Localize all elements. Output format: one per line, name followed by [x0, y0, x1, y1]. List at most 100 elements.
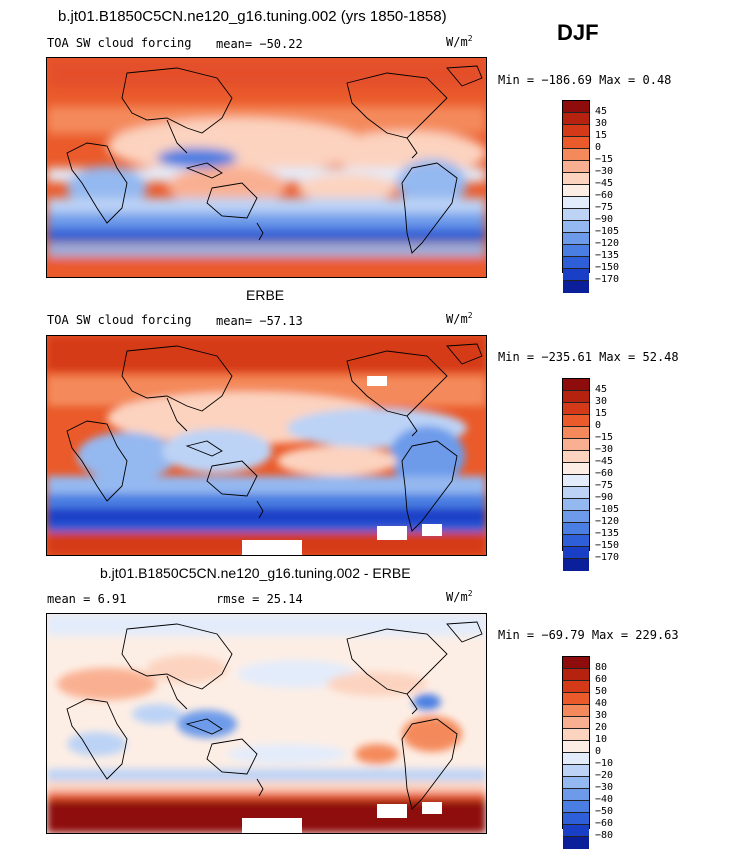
colorbar-swatch [563, 487, 589, 499]
panel-3-mean: mean = 6.91 [47, 592, 127, 606]
panel-2-variable: TOA SW cloud forcing [47, 313, 192, 327]
colorbar-tick: 30 [595, 710, 608, 721]
colorbar-swatch [563, 717, 589, 729]
colorbar-swatch [563, 185, 589, 197]
panel-1-variable: TOA SW cloud forcing [47, 36, 192, 50]
colorbar-swatch [563, 789, 589, 801]
colorbar-tick: 0 [595, 420, 602, 431]
colorbar-swatch [563, 137, 589, 149]
colorbar-tick: 15 [595, 408, 608, 419]
colorbar-tick: 80 [595, 662, 608, 673]
colorbar-swatch [563, 257, 589, 269]
colorbar-swatch [563, 173, 589, 185]
panel-3-units: W/m2 [446, 589, 473, 604]
colorbar-tick: 30 [595, 396, 608, 407]
colorbar-swatch [563, 559, 589, 571]
colorbar-tick: 50 [595, 686, 608, 697]
colorbar-swatch [563, 101, 589, 113]
colorbar-swatch [563, 161, 589, 173]
colorbar-tick: −20 [595, 770, 614, 781]
colorbar-tick: −50 [595, 806, 614, 817]
colorbar-swatch [563, 825, 589, 837]
colorbar-tick: −45 [595, 456, 614, 467]
colorbar-swatch [563, 403, 589, 415]
colorbar-tick: 40 [595, 698, 608, 709]
colorbar-tick: −150 [595, 540, 620, 551]
colorbar-tick: −80 [595, 830, 614, 841]
panel-2-minmax: Min = −235.61 Max = 52.48 [498, 350, 679, 364]
panel-3-rmse: rmse = 25.14 [216, 592, 303, 606]
colorbar-tick: −75 [595, 480, 614, 491]
panel-2-colorbar [562, 378, 590, 571]
colorbar-tick: −90 [595, 492, 614, 503]
colorbar-tick: −90 [595, 214, 614, 225]
colorbar-swatch [563, 451, 589, 463]
colorbar-tick: 0 [595, 746, 602, 757]
colorbar-swatch [563, 753, 589, 765]
colorbar-swatch [563, 765, 589, 777]
colorbar-tick: −135 [595, 250, 620, 261]
colorbar-tick: −15 [595, 154, 614, 165]
panel-1-colorbar [562, 100, 590, 293]
panel-1-contour-field [47, 58, 486, 277]
panel-2-mean: mean= −57.13 [216, 314, 303, 328]
colorbar-swatch [563, 463, 589, 475]
panel-3-title: b.jt01.B1850C5CN.ne120_g16.tuning.002 - … [100, 565, 411, 581]
colorbar-tick: −60 [595, 190, 614, 201]
panel-2-colorbar-labels: 45 30 15 0 −15 −30 −45 −60 −75 −90 −105 … [595, 378, 620, 563]
colorbar-swatch [563, 669, 589, 681]
panel-2-units: W/m2 [446, 311, 473, 326]
colorbar-swatch [563, 657, 589, 669]
colorbar-swatch [563, 415, 589, 427]
panel-1-units: W/m2 [446, 34, 473, 49]
colorbar-swatch [563, 837, 589, 849]
colorbar-swatch [563, 209, 589, 221]
colorbar-tick: −60 [595, 818, 614, 829]
colorbar-swatch [563, 125, 589, 137]
colorbar-tick: −40 [595, 794, 614, 805]
colorbar-swatch [563, 197, 589, 209]
colorbar-tick: 20 [595, 722, 608, 733]
colorbar-swatch [563, 379, 589, 391]
colorbar-tick: −170 [595, 274, 620, 285]
colorbar-tick: −15 [595, 432, 614, 443]
colorbar-swatch [563, 269, 589, 281]
colorbar-swatch [563, 523, 589, 535]
colorbar-swatch [563, 547, 589, 559]
colorbar-swatch [563, 233, 589, 245]
colorbar-swatch [563, 729, 589, 741]
panel-2-title: ERBE [246, 287, 285, 303]
colorbar-tick: −10 [595, 758, 614, 769]
colorbar-swatch [563, 681, 589, 693]
colorbar-swatch [563, 439, 589, 451]
colorbar-tick: 45 [595, 106, 608, 117]
colorbar-tick: −30 [595, 444, 614, 455]
panel-2-contour-field [47, 336, 486, 555]
panel-1-title: b.jt01.B1850C5CN.ne120_g16.tuning.002 (y… [58, 8, 447, 25]
colorbar-swatch [563, 221, 589, 233]
panel-3-contour-field [47, 614, 486, 833]
panel-2-map [46, 335, 487, 556]
colorbar-swatch [563, 245, 589, 257]
panel-1-map [46, 57, 487, 278]
colorbar-swatch [563, 499, 589, 511]
colorbar-swatch [563, 705, 589, 717]
colorbar-swatch [563, 813, 589, 825]
colorbar-tick: −30 [595, 782, 614, 793]
panel-3-map [46, 613, 487, 834]
colorbar-swatch [563, 535, 589, 547]
panel-1-mean: mean= −50.22 [216, 37, 303, 51]
colorbar-tick: 60 [595, 674, 608, 685]
colorbar-tick: −75 [595, 202, 614, 213]
colorbar-tick: 30 [595, 118, 608, 129]
colorbar-tick: −120 [595, 516, 620, 527]
colorbar-swatch [563, 741, 589, 753]
panel-3-minmax: Min = −69.79 Max = 229.63 [498, 628, 679, 642]
colorbar-tick: −135 [595, 528, 620, 539]
colorbar-tick: −30 [595, 166, 614, 177]
colorbar-swatch [563, 777, 589, 789]
season-label: DJF [557, 20, 599, 45]
colorbar-swatch [563, 149, 589, 161]
colorbar-swatch [563, 693, 589, 705]
panel-3-colorbar [562, 656, 590, 849]
